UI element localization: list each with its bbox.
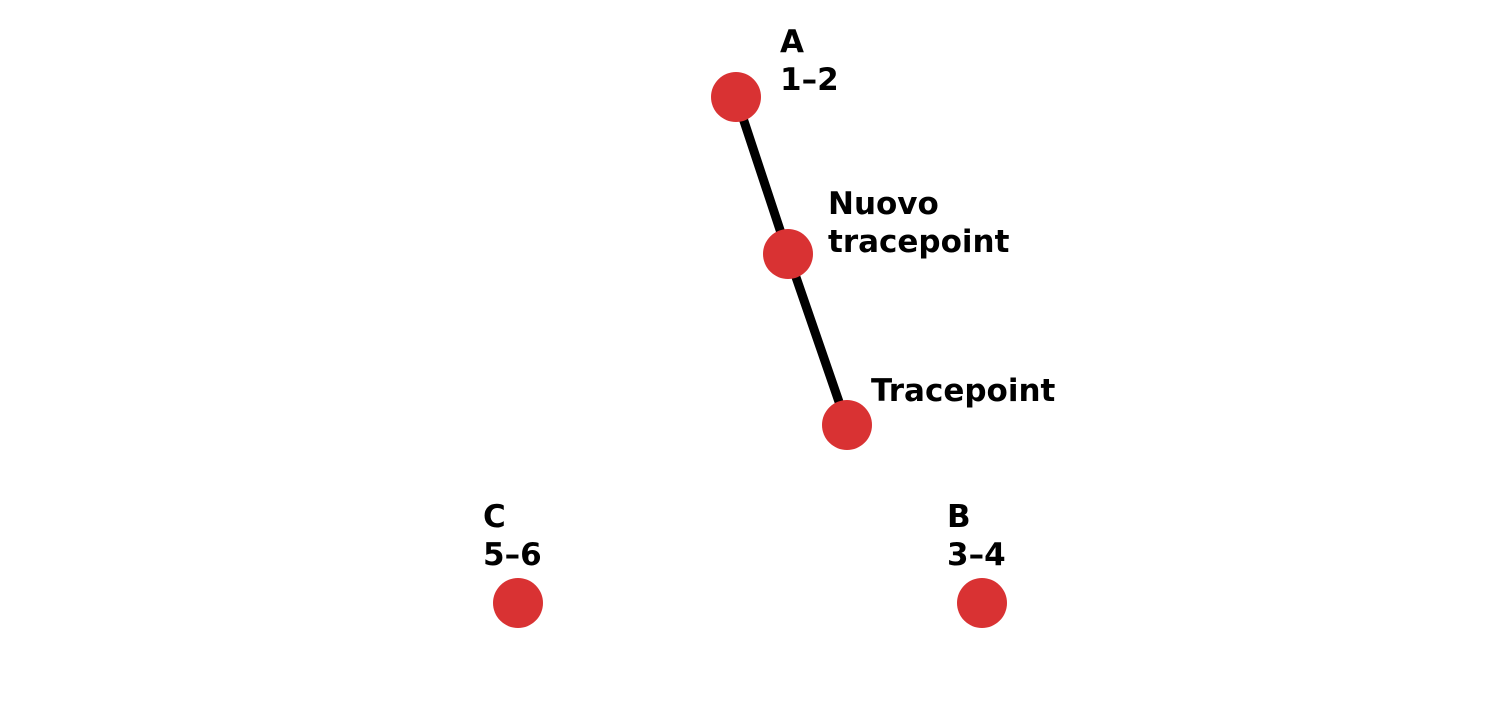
node-c-label-line-2: 5–6	[483, 537, 542, 573]
node-nuovo-tracepoint-label-line-1: Nuovo	[828, 186, 939, 222]
node-nuovo-tracepoint-label: Nuovo tracepoint	[828, 186, 1010, 260]
node-c[interactable]	[493, 578, 543, 628]
node-a-label-line-1: A	[780, 24, 804, 60]
node-b-label-line-1: B	[947, 499, 971, 535]
node-b-label-line-2: 3–4	[947, 537, 1006, 573]
node-c-label: C 5–6	[483, 499, 542, 573]
node-a-label-line-2: 1–2	[780, 62, 839, 98]
node-a[interactable]	[711, 72, 761, 122]
node-a-label: A 1–2	[780, 24, 839, 98]
node-b[interactable]	[957, 578, 1007, 628]
node-tracepoint-label-line-1: Tracepoint	[871, 373, 1056, 409]
node-c-label-line-1: C	[483, 499, 506, 535]
edge-nuovo-tracepoint-to-tracepoint	[783, 249, 852, 430]
node-b-label: B 3–4	[947, 499, 1006, 573]
node-tracepoint[interactable]	[822, 400, 872, 450]
node-tracepoint-label: Tracepoint	[871, 373, 1056, 409]
node-nuovo-tracepoint[interactable]	[763, 229, 813, 279]
edge-a-to-nuovo-tracepoint	[731, 92, 793, 259]
node-nuovo-tracepoint-label-line-2: tracepoint	[828, 224, 1010, 260]
